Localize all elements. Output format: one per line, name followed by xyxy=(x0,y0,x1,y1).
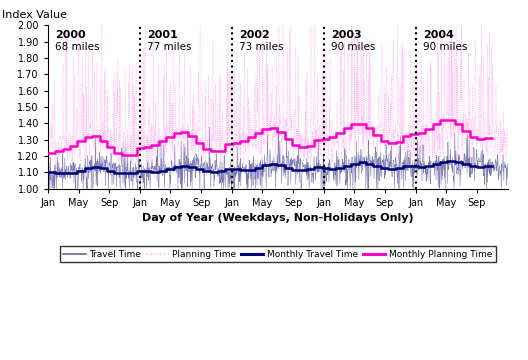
Legend: Travel Time, Planning Time, Monthly Travel Time, Monthly Planning Time: Travel Time, Planning Time, Monthly Trav… xyxy=(60,246,496,262)
X-axis label: Day of Year (Weekdays, Non-Holidays Only): Day of Year (Weekdays, Non-Holidays Only… xyxy=(142,213,413,223)
Text: 2001: 2001 xyxy=(147,30,178,40)
Text: 2003: 2003 xyxy=(331,30,362,40)
Text: 90 miles: 90 miles xyxy=(331,42,375,51)
Text: 2004: 2004 xyxy=(423,30,454,40)
Text: 90 miles: 90 miles xyxy=(423,42,467,51)
Text: 68 miles: 68 miles xyxy=(55,42,100,51)
Text: 73 miles: 73 miles xyxy=(239,42,284,51)
Text: 2000: 2000 xyxy=(55,30,86,40)
Text: 2002: 2002 xyxy=(239,30,270,40)
Text: 77 miles: 77 miles xyxy=(147,42,192,51)
Text: Index Value: Index Value xyxy=(2,10,67,21)
